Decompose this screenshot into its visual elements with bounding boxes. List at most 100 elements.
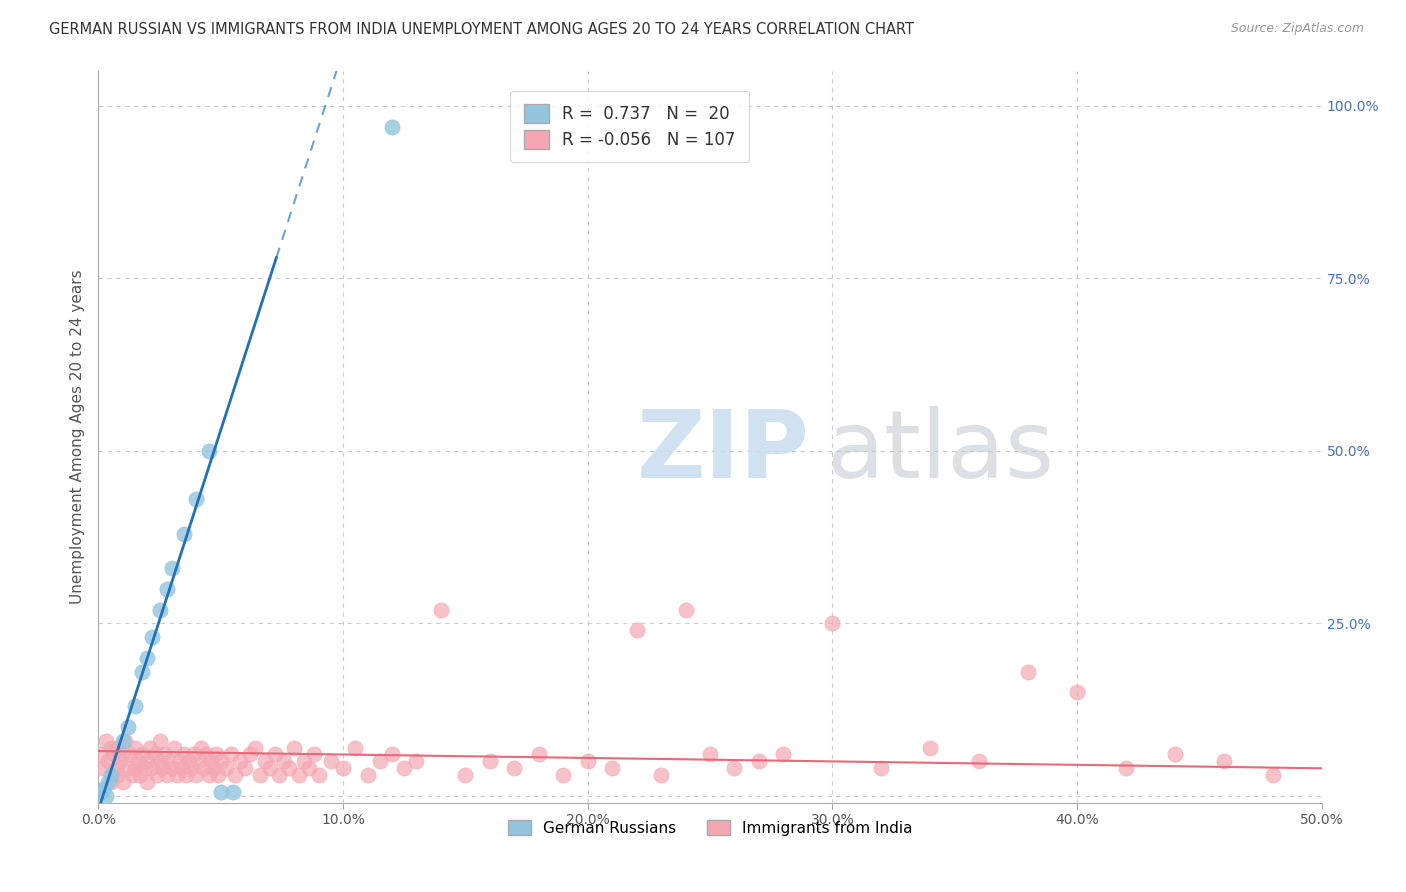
Point (675, 602, 697, 616)
Point (150, 761, 173, 775)
Point (269, 768, 291, 782)
Point (723, 761, 745, 775)
Point (94, 733, 117, 747)
Point (131, 665, 153, 679)
Point (202, 761, 225, 775)
Text: atlas: atlas (827, 406, 1054, 498)
Point (207, 768, 229, 782)
Point (104, 761, 127, 775)
Point (243, 740, 266, 755)
Point (278, 761, 301, 775)
Point (120, 747, 142, 762)
Point (141, 761, 163, 775)
Point (97, 775, 120, 789)
Point (1164, 747, 1187, 762)
Point (114, 733, 136, 747)
Point (186, 492, 208, 507)
Point (146, 768, 169, 782)
Point (111, 747, 134, 762)
Point (222, 785, 245, 799)
Point (121, 768, 143, 782)
Point (141, 630, 163, 644)
Point (139, 740, 162, 755)
Point (392, 761, 416, 775)
Point (129, 768, 152, 782)
Point (870, 761, 893, 775)
Point (124, 740, 146, 755)
Point (91, 761, 114, 775)
Point (920, 740, 942, 755)
Point (117, 720, 139, 734)
Point (136, 775, 159, 789)
Point (143, 747, 166, 762)
Point (197, 768, 219, 782)
Point (127, 755, 149, 769)
Point (273, 755, 295, 769)
Text: Source: ZipAtlas.com: Source: ZipAtlas.com (1230, 22, 1364, 36)
Point (134, 761, 156, 775)
Point (283, 740, 305, 755)
Point (219, 747, 242, 762)
Point (298, 761, 321, 775)
Point (100, 775, 122, 789)
Point (149, 755, 172, 769)
Point (1115, 761, 1137, 775)
Point (111, 733, 134, 747)
Point (131, 747, 153, 762)
Point (553, 768, 575, 782)
Point (190, 740, 212, 755)
Text: GERMAN RUSSIAN VS IMMIGRANTS FROM INDIA UNEMPLOYMENT AMONG AGES 20 TO 24 YEARS C: GERMAN RUSSIAN VS IMMIGRANTS FROM INDIA … (49, 22, 914, 37)
Point (163, 740, 186, 755)
Point (356, 768, 378, 782)
Point (430, 602, 453, 616)
Point (249, 768, 271, 782)
Point (209, 785, 232, 799)
Point (344, 740, 367, 755)
Point (1066, 685, 1088, 699)
Point (180, 761, 202, 775)
Point (381, 747, 404, 762)
Point (195, 747, 218, 762)
Point (136, 651, 159, 665)
Point (111, 775, 134, 789)
Point (94, 789, 117, 803)
Point (90, 747, 112, 762)
Point (124, 761, 146, 775)
Point (229, 755, 252, 769)
Point (1261, 768, 1284, 782)
Y-axis label: Unemployment Among Ages 20 to 24 years: Unemployment Among Ages 20 to 24 years (69, 269, 84, 605)
Point (160, 761, 183, 775)
Point (166, 768, 188, 782)
Point (176, 768, 198, 782)
Point (253, 755, 276, 769)
Point (197, 443, 219, 458)
Point (149, 733, 172, 747)
Point (173, 526, 195, 541)
Point (319, 755, 342, 769)
Point (699, 747, 721, 762)
Point (1212, 755, 1234, 769)
Point (91, 782, 114, 797)
Point (160, 561, 183, 575)
Point (156, 582, 179, 596)
Point (1017, 665, 1039, 679)
Point (748, 755, 770, 769)
Point (124, 699, 146, 714)
Point (308, 768, 330, 782)
Point (600, 761, 623, 775)
Point (263, 747, 285, 762)
Point (90, 785, 112, 799)
Point (650, 768, 672, 782)
Point (405, 755, 427, 769)
Point (332, 761, 354, 775)
Point (136, 755, 159, 769)
Point (107, 768, 129, 782)
Point (157, 755, 180, 769)
Point (187, 755, 209, 769)
Point (193, 761, 215, 775)
Point (153, 747, 176, 762)
Point (478, 755, 501, 769)
Point (209, 755, 232, 769)
Point (117, 761, 139, 775)
Point (967, 755, 990, 769)
